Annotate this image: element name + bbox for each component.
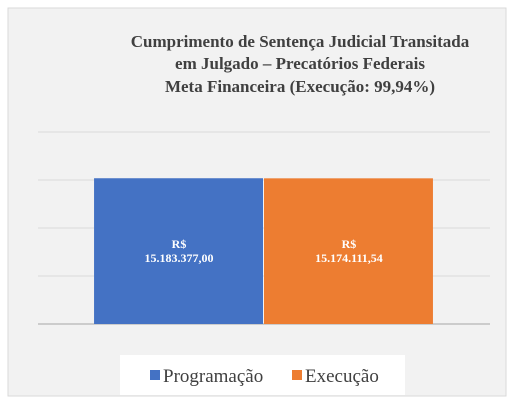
legend-swatch [292,370,302,380]
legend-label: Programação [163,366,263,387]
data-label: R$ 15.174.111,54 [315,237,383,266]
chart-title: Meta Financeira (Execução: 99,94%) [165,77,435,96]
chart-title: em Julgado – Precatórios Federais [175,54,425,73]
legend-label: Execução [305,366,379,387]
bar [94,178,263,324]
data-label: R$ 15.183.377,00 [144,237,214,266]
legend-swatch [150,370,160,380]
chart-title: Cumprimento de Sentença Judicial Transit… [131,32,470,51]
bar [264,178,433,324]
legend-box [120,355,405,395]
